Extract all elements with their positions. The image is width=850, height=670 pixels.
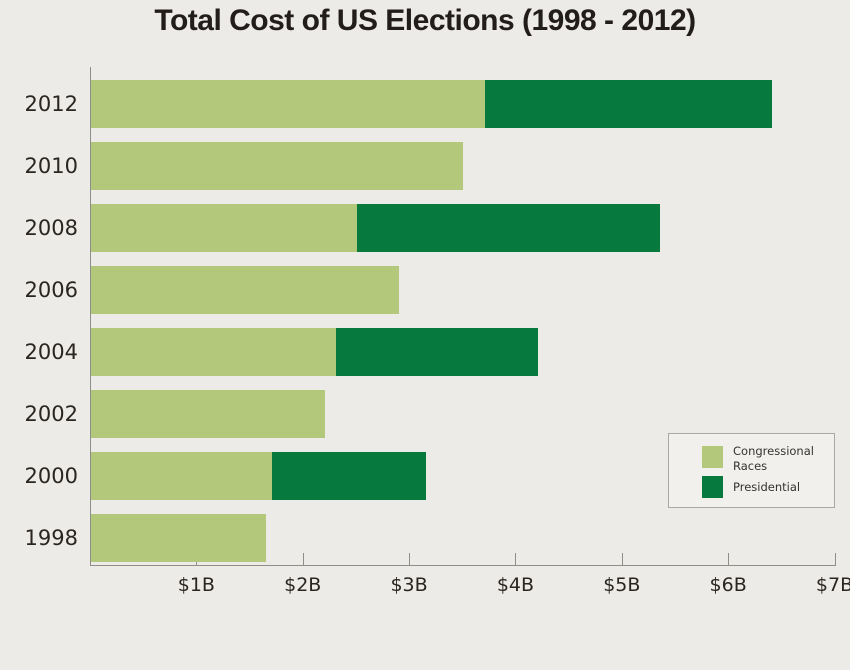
bar-segment-congressional-1998 [91, 514, 267, 563]
bar-segment-presidential-2012 [484, 79, 772, 128]
x-axis-tick [302, 553, 304, 565]
bar-segment-congressional-2006 [91, 265, 400, 314]
chart-title: Total Cost of US Elections (1998 - 2012) [154, 4, 696, 37]
x-axis-tick [409, 553, 411, 565]
y-axis-label-2010: 2010 [24, 153, 78, 178]
bar-segment-congressional-2012 [91, 79, 485, 128]
x-axis-tick [515, 553, 517, 565]
bar-segment-congressional-2010 [91, 141, 464, 190]
x-axis-tick-label: $1B [177, 574, 215, 596]
y-axis-line [90, 67, 91, 565]
y-axis-label-2000: 2000 [24, 464, 78, 489]
legend-label-presidential: Presidential [733, 480, 801, 494]
y-axis-label-2002: 2002 [24, 402, 78, 426]
bar-segment-congressional-2002 [91, 390, 325, 438]
x-axis-tick-label: $2B [284, 574, 322, 596]
x-axis-tick-label: $4B [496, 574, 535, 596]
legend-swatch-presidential [702, 476, 723, 498]
legend-swatch-congressional [702, 446, 723, 468]
x-axis-tick-label: $5B [603, 574, 641, 596]
x-axis-tick [621, 553, 623, 565]
bar-segment-presidential-2000 [271, 452, 427, 501]
x-axis-tick-label: $7B [815, 574, 850, 596]
y-axis-label-2012: 2012 [24, 91, 78, 116]
legend-label-congressional: Congressional Races [733, 444, 814, 473]
x-axis-tick [728, 553, 730, 565]
bar-segment-presidential-2004 [335, 327, 538, 376]
y-axis-label-2006: 2006 [24, 277, 78, 302]
legend: Congressional Races Presidential [668, 433, 835, 508]
x-axis-line [90, 565, 836, 566]
bar-segment-congressional-2008 [91, 203, 357, 252]
y-axis-label-1998: 1998 [24, 526, 78, 551]
x-axis-tick-label: $6B [709, 574, 747, 596]
y-axis-label-2008: 2008 [24, 215, 78, 240]
y-axis-label-2004: 2004 [24, 339, 78, 364]
x-axis-tick-label: $3B [390, 574, 428, 596]
bar-segment-congressional-2000 [91, 452, 272, 501]
bar-segment-congressional-2004 [91, 327, 336, 376]
x-axis-tick [834, 553, 836, 565]
bar-segment-presidential-2008 [356, 203, 661, 252]
